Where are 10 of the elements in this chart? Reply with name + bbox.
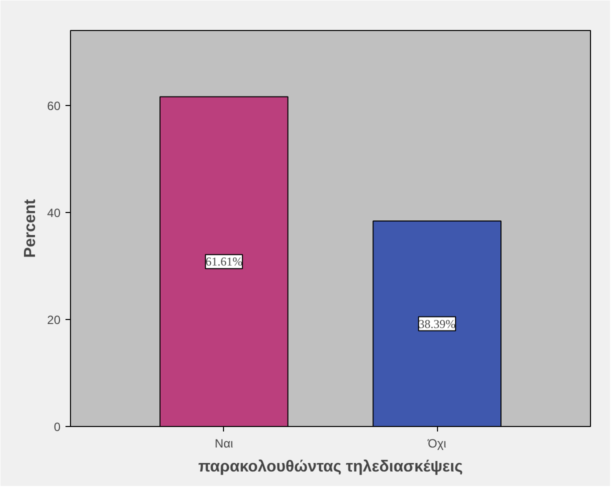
x-axis-title: παρακολουθώντας τηλεδιασκέψεις (198, 458, 463, 476)
data-label: 61.61% (205, 254, 242, 269)
y-tick-label: 60 (47, 98, 61, 113)
x-tick-label: Ναι (214, 436, 234, 450)
data-label: 38.39% (418, 316, 456, 331)
y-tick-label: 0 (54, 420, 61, 434)
y-axis-title: Percent (22, 198, 40, 258)
y-tick-label: 20 (47, 312, 61, 327)
y-tick-label: 40 (47, 206, 61, 220)
x-tick-label: Όχι (426, 436, 447, 450)
